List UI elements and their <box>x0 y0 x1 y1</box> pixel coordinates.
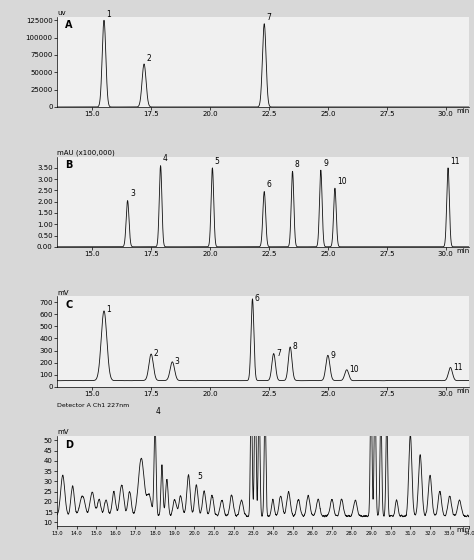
Text: 11: 11 <box>450 157 460 166</box>
Text: 11: 11 <box>453 363 462 372</box>
Text: 3: 3 <box>130 189 135 198</box>
Text: A: A <box>65 20 73 30</box>
Text: 1: 1 <box>106 305 111 315</box>
Text: 9: 9 <box>330 351 335 360</box>
Text: uv: uv <box>57 10 65 16</box>
Text: 8: 8 <box>292 342 297 351</box>
Text: 8: 8 <box>295 160 300 169</box>
Text: 10: 10 <box>337 177 347 186</box>
Text: 1: 1 <box>106 10 111 19</box>
Text: 6: 6 <box>255 295 260 304</box>
Text: 10: 10 <box>349 365 359 374</box>
Text: 5: 5 <box>197 472 202 481</box>
Text: 7: 7 <box>276 349 281 358</box>
Text: mV: mV <box>57 290 68 296</box>
Text: 4: 4 <box>163 155 168 164</box>
Text: C: C <box>65 300 73 310</box>
Text: 4: 4 <box>156 407 161 416</box>
Text: min: min <box>456 108 469 114</box>
Text: mAU (x100,000): mAU (x100,000) <box>57 149 115 156</box>
Text: min: min <box>456 248 469 254</box>
Text: D: D <box>65 440 73 450</box>
Text: 2: 2 <box>154 349 158 358</box>
Text: 6: 6 <box>266 180 272 189</box>
Text: 2: 2 <box>146 54 151 63</box>
Text: Detector A Ch1 227nm: Detector A Ch1 227nm <box>57 403 129 408</box>
Text: 3: 3 <box>175 357 180 366</box>
Text: 7: 7 <box>266 13 272 22</box>
Text: min: min <box>456 528 469 533</box>
Text: mV: mV <box>57 430 68 435</box>
Text: min: min <box>456 388 469 394</box>
Text: 9: 9 <box>323 159 328 168</box>
Text: B: B <box>65 160 73 170</box>
Text: 5: 5 <box>215 157 219 166</box>
